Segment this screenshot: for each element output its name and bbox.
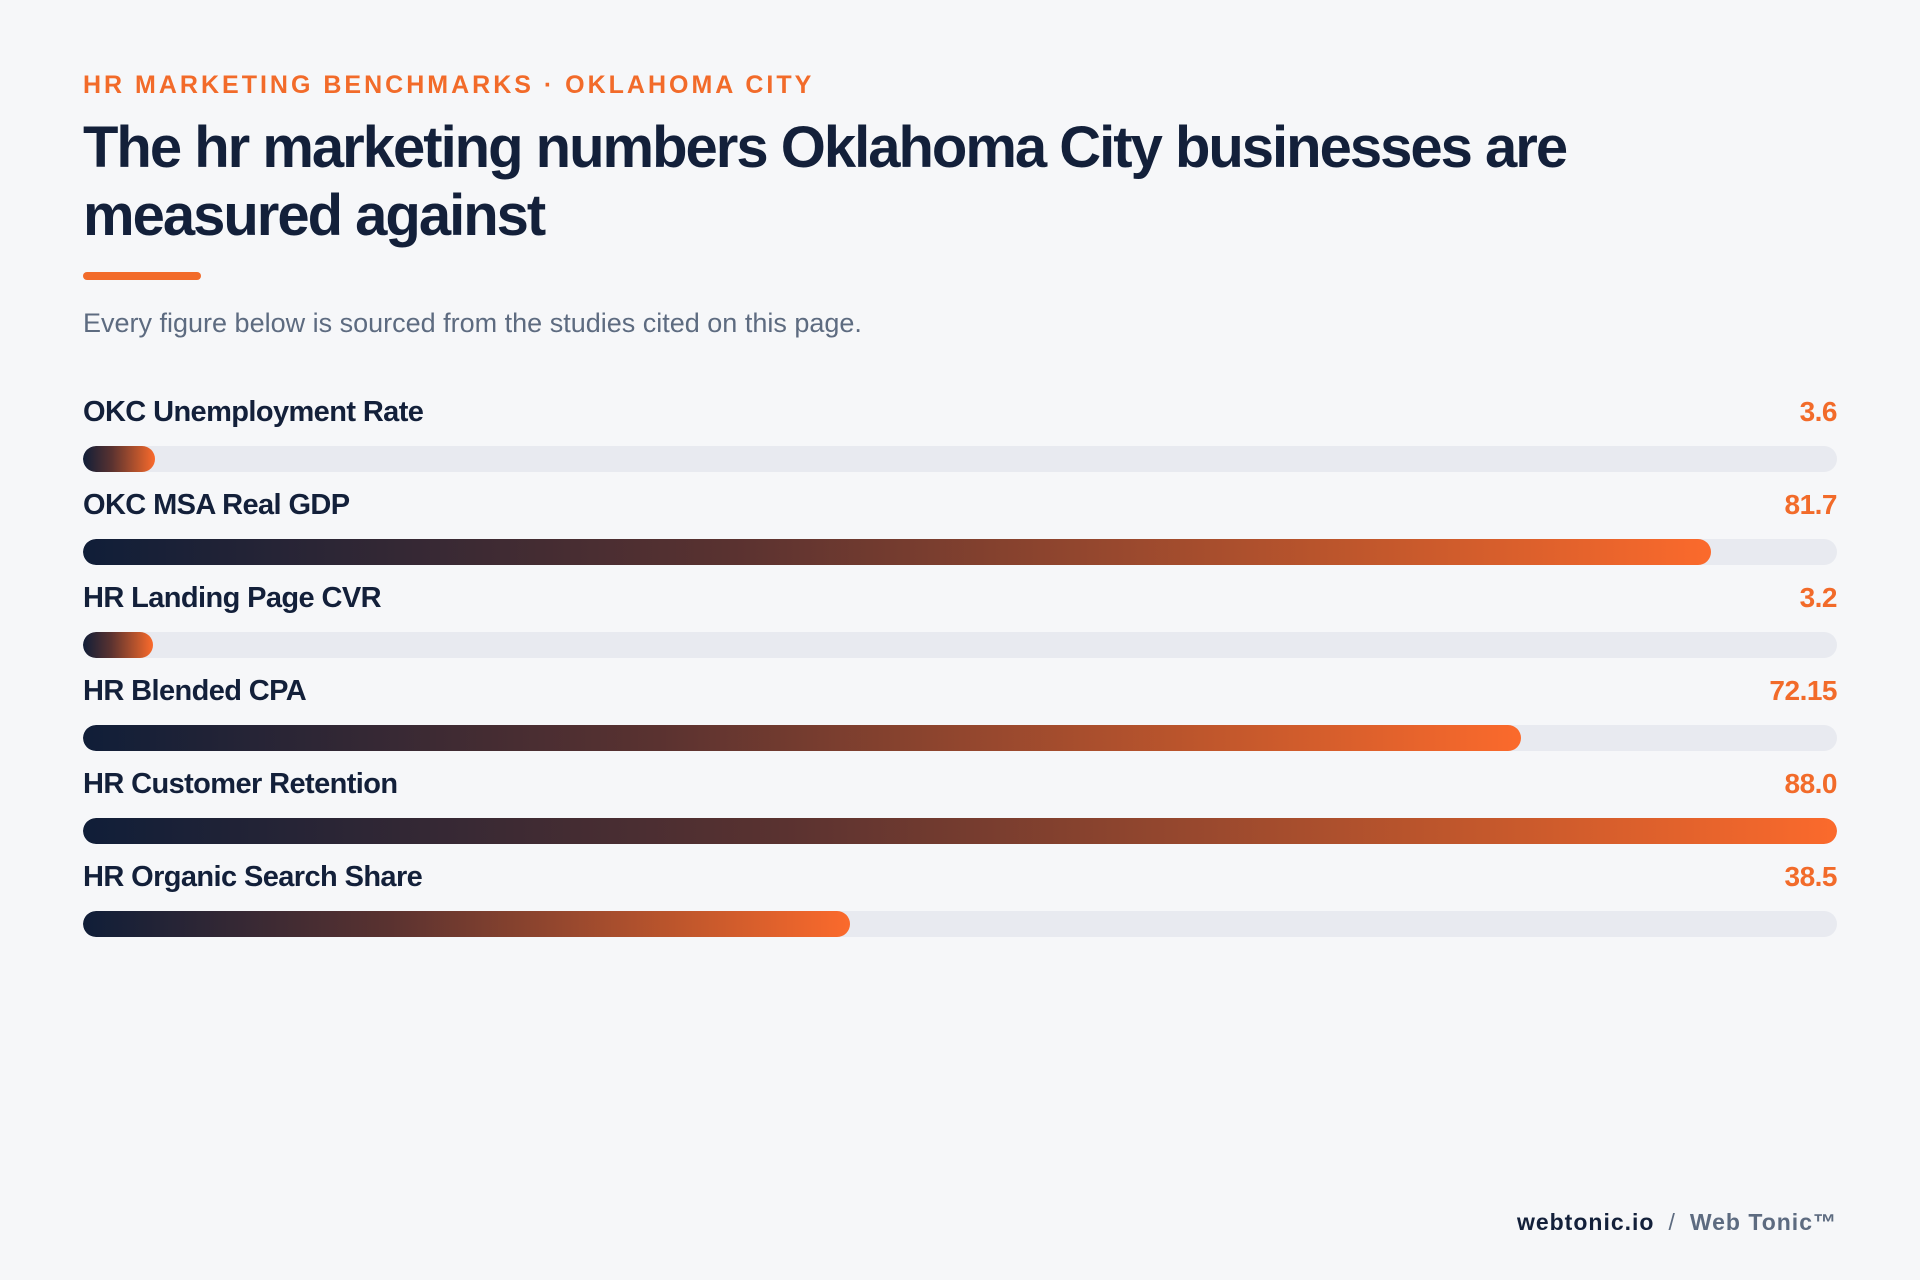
bar-value-label: 3.6 [1799,396,1838,427]
bar-track [83,446,1837,472]
bar-track [83,818,1837,844]
bar-row: OKC Unemployment Rate 3.6 [83,396,1838,489]
bar-fill [83,632,154,658]
bar-row: OKC MSA Real GDP 81.7 [83,489,1837,582]
footer-credit: webtonic.io / Web Tonic™ [1517,1209,1837,1236]
bar-row-header: HR Landing Page CVR 3.2 [83,582,1838,618]
bar-row-header: OKC MSA Real GDP 81.7 [83,489,1837,525]
bar-row: HR Blended CPA 72.15 [83,675,1837,768]
bar-track [83,632,1837,658]
eyebrow-label: HR MARKETING BENCHMARKS · OKLAHOMA CITY [83,71,815,99]
bar-category-label: HR Blended CPA [83,675,307,707]
bar-fill [83,911,851,937]
bar-fill [83,539,1712,565]
bar-track [83,539,1837,565]
footer-domain: webtonic.io [1516,1209,1655,1235]
bar-category-label: OKC MSA Real GDP [83,489,350,521]
bar-chart: OKC Unemployment Rate 3.6 OKC MSA Real GDP… [83,396,1838,954]
infographic: HR MARKETING BENCHMARKS · OKLAHOMA CITY … [83,70,1838,954]
bar-category-label: HR Landing Page CVR [83,582,382,614]
bar-value-label: 88.0 [1784,768,1838,799]
bar-category-label: HR Organic Search Share [83,861,423,893]
page-title: The hr marketing numbers Oklahoma City b… [83,115,1568,248]
bar-value-label: 38.5 [1784,861,1838,892]
bar-fill [83,725,1522,751]
bar-value-label: 72.15 [1769,675,1837,706]
bar-row-header: HR Blended CPA 72.15 [83,675,1837,711]
bar-value-label: 81.7 [1784,489,1838,520]
title-accent-rule [83,272,201,280]
bar-row: HR Landing Page CVR 3.2 [83,582,1838,675]
subtitle: Every figure below is sourced from the s… [83,308,862,338]
bar-value-label: 3.2 [1799,582,1838,613]
footer-separator: / [1668,1209,1676,1235]
bar-category-label: OKC Unemployment Rate [83,396,424,428]
bar-track [83,725,1837,751]
bar-row-header: HR Customer Retention 88.0 [83,768,1837,804]
bar-row-header: HR Organic Search Share 38.5 [83,861,1837,897]
footer-brand: Web Tonic™ [1689,1209,1837,1235]
bar-row-header: OKC Unemployment Rate 3.6 [83,396,1838,432]
bar-fill [83,818,1837,844]
bar-row: HR Organic Search Share 38.5 [83,861,1837,954]
bar-category-label: HR Customer Retention [83,768,398,800]
bar-row: HR Customer Retention 88.0 [83,768,1837,861]
bar-fill [83,446,155,472]
bar-track [83,911,1837,937]
